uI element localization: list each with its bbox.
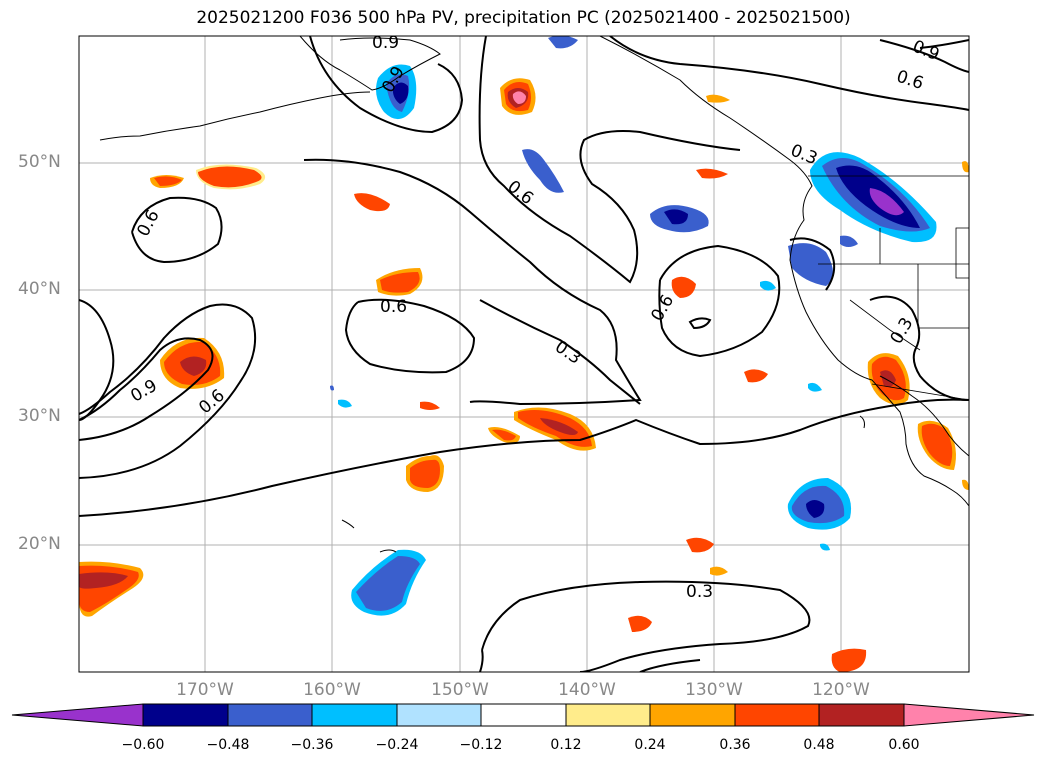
colorbar-tick-label: 0.24 [634,737,666,753]
contour-label: 0.6 [380,297,407,317]
colorbar-segment [565,703,651,727]
contour-label: 0.9 [910,37,943,66]
lon-label: 130°W [685,680,743,700]
colorbar-segment [903,703,1035,727]
colorbar-tick-label: −0.36 [290,737,334,753]
lat-label: 30°N [18,406,61,426]
contour-label: 0.9 [372,33,399,53]
coastlines [99,36,969,553]
lon-label: 150°W [431,680,489,700]
colorbar-segment [818,703,905,727]
lat-label: 50°N [18,152,61,172]
colorbar-segment [396,703,482,727]
contour-label: 0.3 [686,582,713,602]
contour-label: 0.6 [647,291,678,324]
contour-label: 0.6 [503,177,537,209]
colorbar-segment [734,703,820,727]
colorbar-tick-label: 0.60 [888,737,920,753]
colorbar-tick-label: −0.12 [459,737,503,753]
lat-label: 40°N [18,279,61,299]
map-title: 2025021200 F036 500 hPa PV, precipitatio… [196,8,851,28]
contour-label: 0.6 [894,67,926,94]
map-frame [78,35,970,673]
lon-label: 140°W [558,680,616,700]
pv-contours [79,36,969,672]
colorbar-tick-label: 0.48 [803,737,835,753]
colorbar-segment [227,703,313,727]
contour-label: 0.6 [133,207,163,240]
contour-label: 0.3 [887,314,918,347]
colorbar-segment [480,703,567,727]
lon-label: 120°W [812,680,870,700]
colorbar-segment [11,703,144,727]
colorbar-segment [311,703,398,727]
colorbar [11,703,1035,727]
colorbar-segment [142,703,229,727]
colorbar-tick-label: 0.36 [719,737,751,753]
colorbar-tick-label: −0.24 [375,737,419,753]
colorbar-tick-label: −0.60 [121,737,165,753]
colorbar-tick-label: −0.48 [206,737,250,753]
colorbar-tick-label: 0.12 [550,737,582,753]
contour-label: 0.3 [551,337,585,369]
lon-label: 160°W [303,680,361,700]
lon-label: 170°W [176,680,234,700]
contour-label: 0.6 [195,386,229,419]
lat-label: 20°N [18,534,61,554]
precip-shading [79,36,969,672]
colorbar-segment [649,703,736,727]
